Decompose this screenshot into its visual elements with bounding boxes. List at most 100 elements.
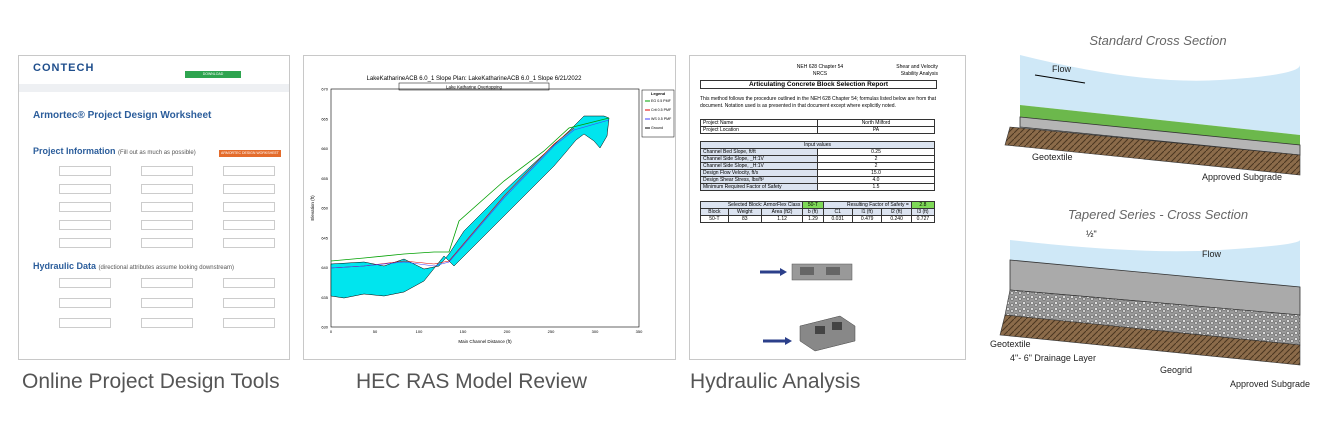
table-cell: North Milford [817,119,935,127]
table-cell: 50-T [802,201,824,209]
input-box [141,278,193,288]
report-intro: This method follows the procedure outlin… [700,96,936,109]
table-cell: Project Location [700,126,818,134]
table-cell: 15.0 [817,169,935,177]
x-tick-label: 0 [330,329,333,334]
label: 4"- 6" Drainage Layer [1010,353,1096,363]
table-row: Channel Bed Slope, ft/ft 0.25 [700,148,935,156]
table-row: Block Weight Area (ft2) b (ft) C1 l1 (ft) l2 (… [700,208,936,216]
block-images [760,263,856,352]
input-box [223,166,275,176]
crit-line [330,127,575,269]
grass [1020,105,1300,145]
table-cell: 1.5 [817,183,935,191]
table-cell: b (ft) [802,208,824,216]
legend-entry: EG 0.5 PMF [651,99,672,103]
table-cell: Channel Side Slope, _H:1V [700,155,818,163]
flow-label: Flow [1202,249,1222,259]
table-cell: Design Flow Velocity, ft/s [700,169,818,177]
subgrade [999,314,1301,366]
diagram-title: Standard Cross Section [1089,33,1226,48]
table-cell: 4.0 [817,176,935,184]
table-cell: Minimum Required Factor of Safety [700,183,818,191]
table-cell: 0.031 [822,215,853,223]
hecras-screenshot: LakeKatharineACB 6.0_1 Slope Plan: LakeK… [303,55,676,360]
input-box [59,184,111,194]
section-title: Project Information (Fill out as much as… [33,146,196,156]
block-table: Selected Block: ArmorFlex Class 50-T Resul… [699,201,936,223]
input-box [141,298,193,308]
table-cell: 2 [817,162,935,170]
table-cell: l2 (ft) [881,208,912,216]
arrow [785,337,792,345]
y-tick-label: 635 [321,295,328,300]
input-box [141,184,193,194]
y-tick-label: 665 [321,116,328,121]
eg-line [330,117,610,262]
orange-button[interactable]: ARMORTEC DESIGN WORKSHEET [219,150,281,157]
caption: Hydraulic Analysis [690,370,861,393]
label: ½" [1086,229,1097,239]
input-box [59,318,111,328]
input-box [223,238,275,248]
table-cell: 2 [817,155,935,163]
header-text: Stability Analysis [900,71,938,77]
input-box [59,278,111,288]
subgrade [1004,126,1301,176]
table-row: Input values [700,141,935,149]
ws-line [330,119,610,269]
x-tick-label: 300 [592,329,599,334]
table-cell: Selected Block: ArmorFlex Class [699,201,804,209]
y-tick-label: 670 [321,87,328,92]
project-table: Project Name North Milford Project Locatio… [700,119,935,134]
table-row: Project Location PA [700,126,935,134]
y-tick-label: 640 [321,265,328,270]
input-box [141,238,193,248]
label: Geotextile [990,339,1031,349]
input-box [223,220,275,230]
table-cell: Input values [700,141,935,149]
table-cell: Resulting Factor of Safety = [822,201,912,209]
water [1020,55,1300,135]
table-cell: Channel Bed Slope, ft/ft [700,148,818,156]
table-row: Selected Block: ArmorFlex Class 50-T Resul… [699,201,936,209]
legend-entry: WS 0.5 PMF [651,117,672,121]
input-box [59,202,111,212]
section-note: (directional attributes assume looking d… [98,265,234,271]
table-cell: C1 [822,208,853,216]
form-screenshot: CONTECH DOWNLOAD ARMORTEC DESIGN WORKSHE… [18,55,290,360]
y-tick-label: 655 [321,176,328,181]
section-title: Hydraulic Data (directional attributes a… [33,261,234,271]
table-row: Project Name North Milford [700,119,935,127]
table-cell: 83 [727,215,762,223]
table-cell: Block [700,208,729,216]
logo: CONTECH [33,62,95,74]
input-box [223,278,275,288]
caption: Online Project Design Tools [22,370,280,393]
table-row: Channel Side Slope, _H:1V 2 [700,155,935,163]
cross-section-diagrams: Standard Cross Section Flow Geotextile A… [990,33,1310,389]
section-name: Hydraulic Data [33,261,97,271]
table-cell: Project Name [700,119,818,127]
y-tick-label: 645 [321,235,328,240]
label: Approved Subgrade [1230,379,1310,389]
table-cell: 0.25 [817,148,935,156]
plot-subtitle: Lake Katharine Overtopping [446,85,503,90]
flow-arrow [1034,74,1086,84]
table-row: 50-T 83 1.12 1.29 0.031 0.479 0.240 0.727 [700,215,936,223]
green-button[interactable]: DOWNLOAD [185,71,241,78]
x-tick-label: 250 [548,329,555,334]
table-cell: 1.29 [802,215,824,223]
table-cell: Design Shear Stress, lbs/ft² [700,176,818,184]
section-note: (Fill out as much as possible) [118,150,196,156]
legend-entry: Ground [651,126,663,130]
table-cell: PA [817,126,935,134]
table-cell: Channel Side Slope, _H:1V [700,162,818,170]
input-box [59,166,111,176]
table-cell: 0.240 [881,215,912,223]
y-tick-label: 650 [321,206,328,211]
input-box [59,298,111,308]
input-box [141,166,193,176]
